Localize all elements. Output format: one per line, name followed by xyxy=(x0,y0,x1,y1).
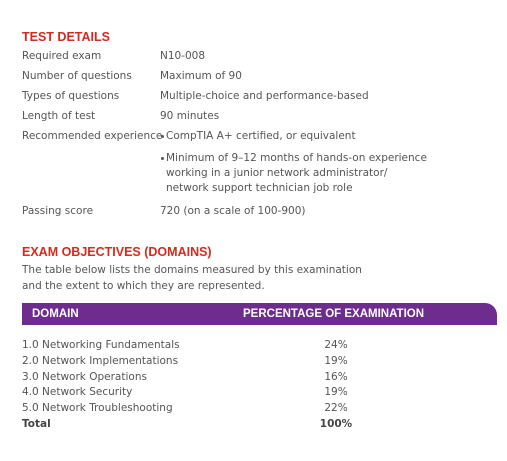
bullet-text: network support technician job role xyxy=(166,182,353,194)
intro-text: and the extent to which they are represe… xyxy=(22,280,265,292)
total-label: Total xyxy=(22,418,51,430)
domain-percentage: 24% xyxy=(324,339,348,351)
table-header-bar xyxy=(22,303,497,325)
column-header: DOMAIN xyxy=(32,308,79,320)
domain-percentage: 19% xyxy=(324,386,348,399)
domain-percentage: 19% xyxy=(324,354,348,367)
detail-label: Length of test xyxy=(22,110,96,122)
domain-name: 2.0 Network Implementations xyxy=(22,354,179,367)
bullet xyxy=(161,157,164,160)
detail-value: Multiple-choice and performance-based xyxy=(160,90,369,102)
domain-name: 4.0 Network Security xyxy=(22,386,133,399)
detail-label: Types of questions xyxy=(22,90,120,102)
detail-label: Recommended experience xyxy=(22,130,163,142)
detail-label: Number of questions xyxy=(22,70,132,82)
detail-value: 720 (on a scale of 100-900) xyxy=(160,205,306,217)
detail-label: Passing score xyxy=(22,205,94,217)
bullet xyxy=(161,135,164,138)
bullet-text: working in a junior network administrato… xyxy=(166,167,388,179)
intro-text: The table below lists the domains measur… xyxy=(22,264,362,276)
detail-value: 90 minutes xyxy=(160,110,220,122)
domain-name: 5.0 Network Troubleshooting xyxy=(22,402,173,415)
bullet-text: CompTIA A+ certified, or equivalent xyxy=(166,130,356,142)
domain-name: 1.0 Networking Fundamentals xyxy=(22,339,180,351)
detail-value: Maximum of 90 xyxy=(160,70,242,82)
section-title: EXAM OBJECTIVES (DOMAINS) xyxy=(22,245,212,259)
total-percentage: 100% xyxy=(319,418,353,430)
section-title: TEST DETAILS xyxy=(22,30,110,44)
domain-percentage: 22% xyxy=(324,402,348,415)
detail-value: N10-008 xyxy=(160,50,206,62)
domain-name: 3.0 Network Operations xyxy=(22,370,147,383)
domain-percentage: 16% xyxy=(324,370,348,383)
bullet-text: Minimum of 9–12 months of hands-on exper… xyxy=(166,152,427,164)
detail-label: Required exam xyxy=(22,50,102,62)
column-header: PERCENTAGE OF EXAMINATION xyxy=(243,308,425,320)
